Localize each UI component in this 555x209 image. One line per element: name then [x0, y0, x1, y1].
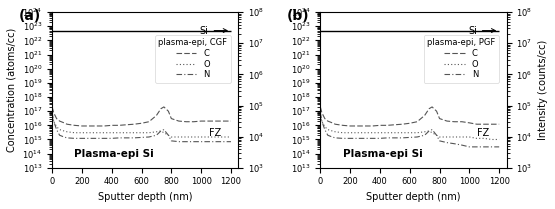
- Text: Si: Si: [200, 25, 227, 36]
- X-axis label: Sputter depth (nm): Sputter depth (nm): [366, 192, 461, 202]
- Text: Plasma-epi Si: Plasma-epi Si: [342, 149, 422, 159]
- Text: (a): (a): [18, 9, 41, 23]
- Text: FZ: FZ: [209, 128, 221, 138]
- Legend: C, O, N: C, O, N: [155, 35, 230, 83]
- Y-axis label: Concentration (atoms/cc): Concentration (atoms/cc): [7, 28, 17, 152]
- Text: Plasma-epi Si: Plasma-epi Si: [74, 149, 154, 159]
- Text: Si: Si: [468, 25, 495, 36]
- Y-axis label: Intensity (counts/cc): Intensity (counts/cc): [538, 40, 548, 140]
- Text: FZ: FZ: [477, 128, 489, 138]
- Text: (b): (b): [287, 9, 310, 23]
- Legend: C, O, N: C, O, N: [424, 35, 499, 83]
- X-axis label: Sputter depth (nm): Sputter depth (nm): [98, 192, 193, 202]
